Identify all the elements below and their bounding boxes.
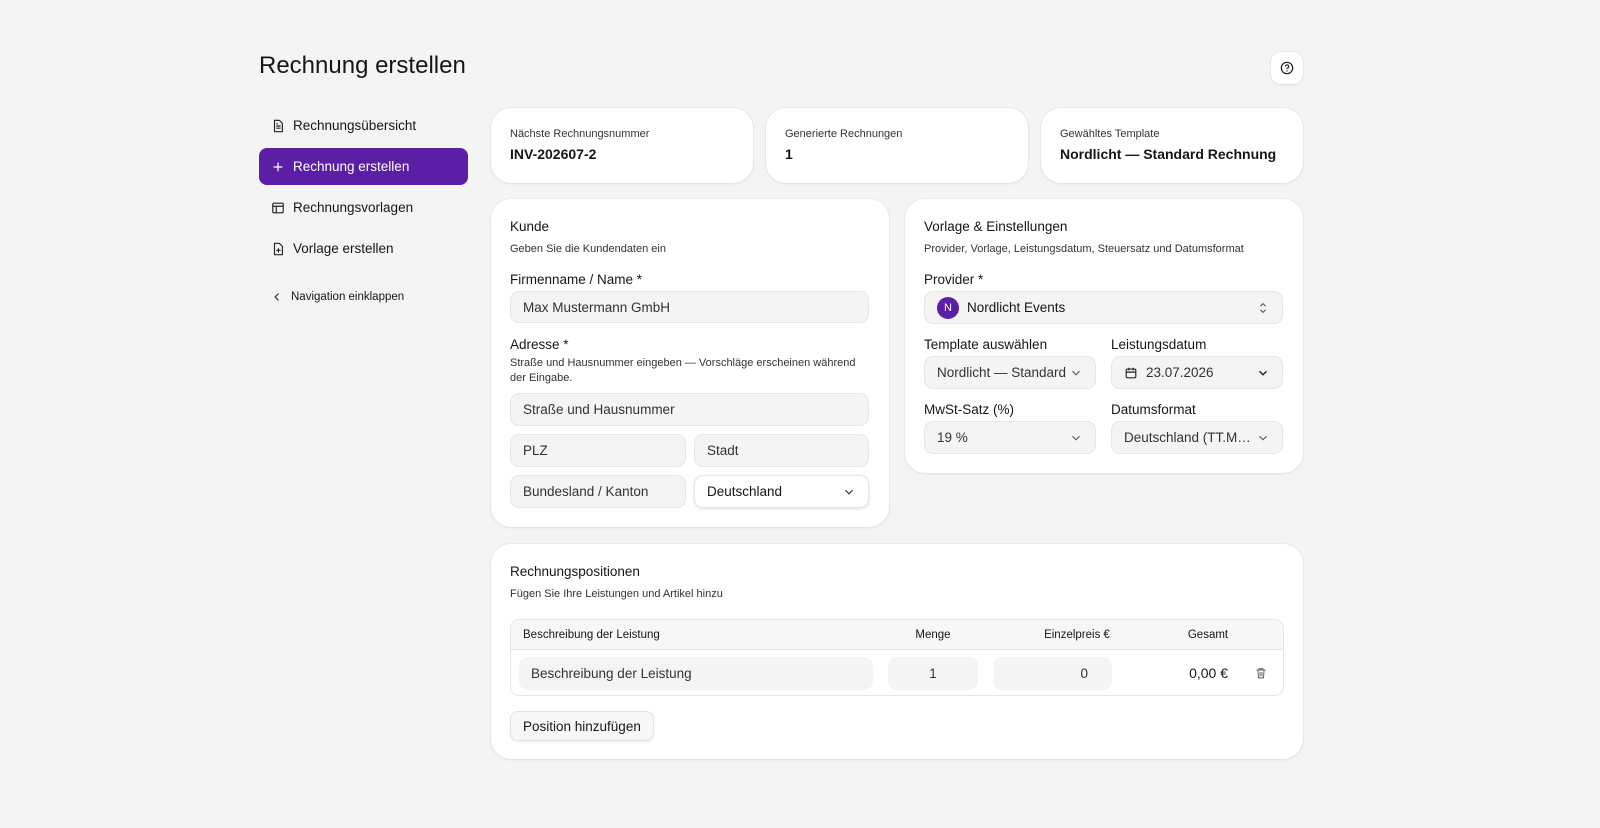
column-header: Beschreibung der Leistung bbox=[523, 629, 660, 641]
quantity-input[interactable]: 1 bbox=[888, 657, 978, 690]
nav-collapse-label: Navigation einklappen bbox=[291, 291, 405, 303]
chevron-down bbox=[1072, 370, 1080, 376]
select-value: 23.07.2026 bbox=[1146, 365, 1214, 380]
date-value: 23.07.2026 bbox=[1124, 365, 1214, 380]
placeholder: Straße und Hausnummer bbox=[523, 402, 675, 417]
select-value: 19 % bbox=[937, 430, 968, 445]
card-subtitle: Provider, Vorlage, Leistungsdatum, Steue… bbox=[924, 243, 1244, 255]
settings-card: Vorlage & Einstellungen Provider, Vorlag… bbox=[905, 199, 1303, 473]
field-label: Datumsformat bbox=[1111, 402, 1196, 417]
nav-label: Rechnungsvorlagen bbox=[293, 200, 414, 215]
column-header: Gesamt bbox=[1187, 629, 1229, 641]
column-header: Einzelpreis € bbox=[1044, 629, 1110, 641]
placeholder: Stadt bbox=[707, 443, 739, 458]
stat-value: 1 bbox=[785, 146, 793, 162]
card-subtitle: Fügen Sie Ihre Leistungen und Artikel hi… bbox=[510, 588, 723, 600]
stat-label: Nächste Rechnungsnummer bbox=[510, 128, 650, 140]
column-header: Menge bbox=[915, 629, 951, 641]
help-button[interactable] bbox=[1271, 52, 1303, 84]
stat-value: INV-202607-2 bbox=[510, 146, 597, 162]
nav-label: Rechnung erstellen bbox=[293, 159, 410, 174]
field-label: Leistungsdatum bbox=[1111, 337, 1207, 352]
zip-input[interactable]: PLZ bbox=[510, 434, 686, 467]
table-header: Beschreibung der Leistung Menge Einzelpr… bbox=[511, 620, 1283, 650]
select-value: Deutschland bbox=[707, 484, 783, 499]
chevron-updown bbox=[1259, 302, 1267, 313]
select-value: Deutschland (TT.MM.JJJJ) bbox=[1124, 430, 1252, 445]
description-input[interactable]: Beschreibung der Leistung bbox=[519, 657, 873, 690]
nav-icon bbox=[273, 242, 283, 255]
provider-select[interactable]: N Nordlicht Events bbox=[924, 291, 1283, 324]
city-input[interactable]: Stadt bbox=[694, 434, 869, 467]
card-title: Vorlage & Einstellungen bbox=[924, 219, 1068, 234]
card-title: Kunde bbox=[510, 219, 550, 234]
nav-item[interactable]: Vorlage erstellen bbox=[259, 230, 468, 267]
page-title: Rechnung erstellen bbox=[259, 52, 466, 79]
stat-card: Nächste Rechnungsnummer INV-202607-2 bbox=[491, 108, 753, 183]
name-input[interactable]: Max Mustermann GmbH bbox=[510, 291, 869, 323]
nav-icon bbox=[272, 202, 284, 213]
chevron-down bbox=[845, 489, 853, 495]
state-input[interactable]: Bundesland / Kanton bbox=[510, 475, 686, 508]
positions-table: Beschreibung der Leistung Menge Einzelpr… bbox=[510, 619, 1284, 696]
provider-avatar: N bbox=[937, 296, 959, 319]
card-subtitle: Geben Sie die Kundendaten ein bbox=[510, 243, 666, 255]
vat-select[interactable]: 19 % bbox=[924, 421, 1096, 454]
nav-item[interactable]: Rechnungsvorlagen bbox=[259, 189, 468, 226]
stat-card: Gewähltes Template Nordlicht — Standard … bbox=[1041, 108, 1303, 183]
add-position-button[interactable]: Position hinzufügen bbox=[510, 711, 654, 741]
nav-item[interactable]: Rechnungsübersicht bbox=[259, 107, 468, 144]
placeholder: Beschreibung der Leistung bbox=[531, 666, 692, 681]
input-value: 0 bbox=[1080, 666, 1088, 681]
field-label: Provider * bbox=[924, 272, 984, 287]
field-label: MwSt-Satz (%) bbox=[924, 402, 1015, 417]
stat-value: Nordlicht — Standard Rechnung bbox=[1060, 146, 1277, 162]
nav-collapse[interactable]: Navigation einklappen bbox=[259, 279, 468, 315]
calendar-icon bbox=[1125, 367, 1137, 378]
chevron-down bbox=[1259, 435, 1267, 441]
placeholder: Bundesland / Kanton bbox=[523, 484, 649, 499]
select-value: Nordlicht — Standard bbox=[937, 365, 1067, 380]
card-title: Rechnungspositionen bbox=[510, 564, 640, 579]
format-select[interactable]: Deutschland (TT.MM.JJJJ) bbox=[1111, 421, 1283, 454]
customer-card: Kunde Geben Sie die Kundendaten ein Firm… bbox=[491, 199, 889, 527]
chevron-down bbox=[1259, 370, 1267, 376]
placeholder: PLZ bbox=[523, 443, 548, 458]
nav-icon bbox=[273, 119, 283, 132]
select-value: Nordlicht Events bbox=[967, 300, 1066, 315]
nav-label: Vorlage erstellen bbox=[293, 241, 394, 256]
template-select[interactable]: Nordlicht — Standard bbox=[924, 356, 1096, 389]
country-select[interactable]: Deutschland bbox=[694, 475, 869, 508]
chevron-left bbox=[274, 293, 279, 301]
placeholder: Max Mustermann GmbH bbox=[523, 299, 671, 315]
positions-card: Rechnungspositionen Fügen Sie Ihre Leist… bbox=[491, 544, 1303, 759]
nav-label: Rechnungsübersicht bbox=[293, 118, 417, 133]
row-total: 0,00 € bbox=[1189, 665, 1228, 681]
nav-item-active[interactable]: Rechnung erstellen bbox=[259, 148, 468, 185]
stat-label: Gewähltes Template bbox=[1060, 128, 1160, 140]
stat-label: Generierte Rechnungen bbox=[785, 128, 903, 140]
input-value: 1 bbox=[929, 666, 937, 681]
stat-card: Generierte Rechnungen 1 bbox=[766, 108, 1028, 183]
field-hint: Straße und Hausnummer eingeben — Vorschl… bbox=[510, 357, 856, 384]
price-input[interactable]: 0 bbox=[993, 657, 1112, 690]
field-label: Template auswählen bbox=[924, 337, 1048, 352]
nav-icon bbox=[273, 162, 283, 171]
date-picker[interactable]: 23.07.2026 bbox=[1111, 356, 1283, 389]
provider-value: N Nordlicht Events bbox=[937, 296, 1066, 319]
button-label: Position hinzufügen bbox=[523, 718, 641, 734]
chevron-down bbox=[1072, 435, 1080, 441]
delete-button[interactable] bbox=[1254, 666, 1268, 680]
field-label: Firmenname / Name * bbox=[510, 272, 643, 287]
field-label: Adresse * bbox=[510, 337, 569, 352]
street-input[interactable]: Straße und Hausnummer bbox=[510, 393, 869, 426]
help-icon bbox=[1280, 61, 1294, 75]
